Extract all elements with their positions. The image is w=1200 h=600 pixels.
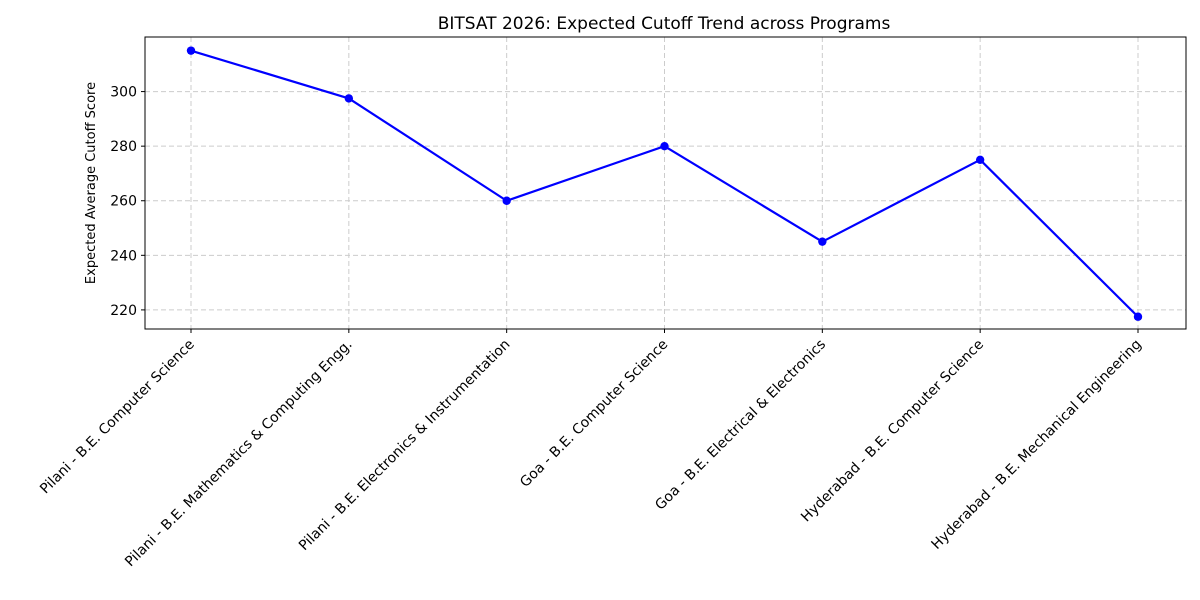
data-point xyxy=(1133,312,1143,321)
data-point xyxy=(502,196,511,205)
x-tick-label: Goa - B.E. Computer Science xyxy=(517,337,671,491)
grid-lines xyxy=(145,37,1186,329)
series-points xyxy=(186,46,1143,321)
y-tick-label: 240 xyxy=(110,248,137,264)
y-axis-ticks: 220 240 260 280 300 xyxy=(110,85,145,319)
data-point xyxy=(344,94,354,103)
x-tick-label: Pilani - B.E. Computer Science xyxy=(37,337,198,498)
y-tick-label: 280 xyxy=(110,139,137,155)
plot-frame xyxy=(144,36,1187,330)
y-tick-label: 300 xyxy=(110,85,137,101)
chart-title: BITSAT 2026: Expected Cutoff Trend acros… xyxy=(438,14,891,34)
y-tick-label: 260 xyxy=(110,194,137,210)
x-tick-label: Goa - B.E. Electrical & Electronics xyxy=(652,337,829,514)
y-tick-label: 220 xyxy=(110,303,137,319)
data-point xyxy=(186,46,196,55)
data-point xyxy=(975,155,985,165)
y-axis-label: Expected Average Cutoff Score xyxy=(84,82,99,284)
x-tick-label: Hyderabad - B.E. Computer Science xyxy=(798,337,987,526)
data-point xyxy=(818,237,827,246)
data-point xyxy=(660,141,669,151)
